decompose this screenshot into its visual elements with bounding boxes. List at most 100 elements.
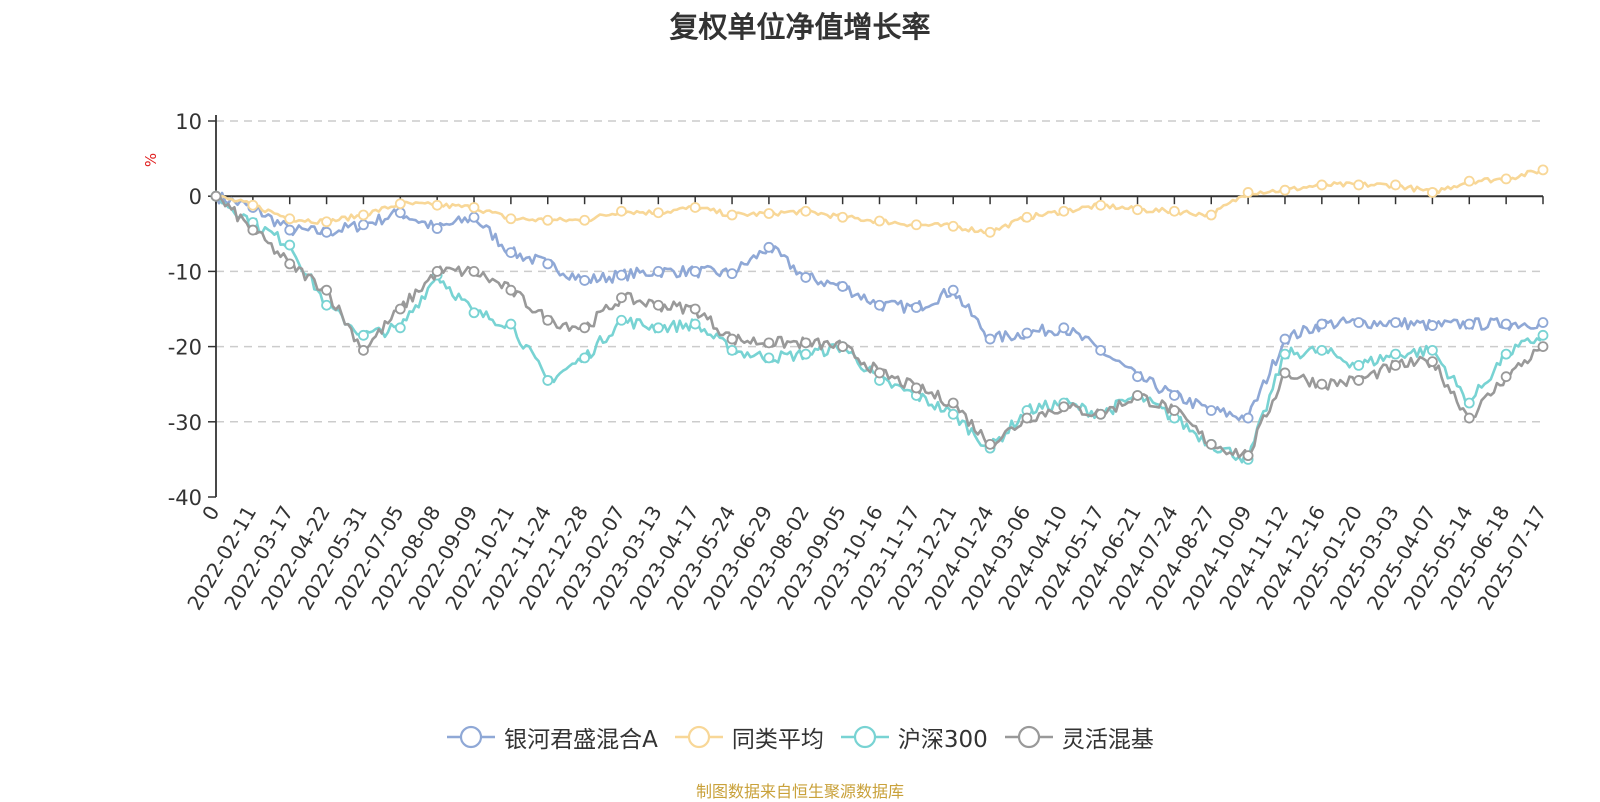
series-point-1: [616, 205, 627, 217]
legend-item[interactable]: 银河君盛混合A: [446, 720, 658, 754]
series-point-0: [1132, 371, 1143, 383]
y-tick-label: -10: [168, 260, 202, 284]
series-point-2: [358, 329, 369, 341]
series-point-3: [1205, 438, 1217, 450]
legend-line-circle-icon: [840, 725, 889, 749]
series-point-2: [394, 322, 406, 334]
series-point-3: [1537, 341, 1549, 353]
series-point-3: [1316, 378, 1328, 390]
series-line-3: [215, 194, 1544, 459]
y-tick-label: -30: [168, 411, 202, 435]
series-point-1: [837, 211, 849, 223]
series-point-0: [1021, 327, 1033, 339]
series-point-0: [358, 219, 369, 231]
legend-line-circle-icon: [674, 725, 723, 749]
series-point-0: [1242, 412, 1254, 424]
series-point-0: [1279, 333, 1291, 345]
series-point-2: [284, 239, 296, 251]
series-point-0: [1500, 318, 1512, 330]
series-point-1: [726, 209, 738, 221]
x-axis: 02022-02-112022-03-172022-04-222022-05-3…: [182, 195, 1551, 614]
series-point-2: [689, 318, 701, 330]
series-point-0: [1058, 322, 1070, 334]
series-point-1: [247, 199, 259, 211]
source-note: 制图数据来自恒生聚源数据库: [695, 782, 904, 801]
legend-label: 银河君盛混合A: [504, 727, 658, 753]
series-point-2: [763, 352, 775, 364]
series-point-3: [689, 303, 701, 315]
legend-item[interactable]: 灵活混基: [1004, 720, 1154, 754]
series-point-0: [1463, 318, 1475, 330]
series-point-0: [1095, 344, 1107, 356]
chart-title: 复权单位净值增长率: [669, 10, 931, 44]
series-point-1: [800, 205, 812, 217]
series-point-2: [1500, 348, 1512, 360]
series-point-2: [542, 375, 554, 386]
legend-item[interactable]: 同类平均: [674, 720, 824, 754]
series-point-1: [652, 207, 664, 219]
series-point-3: [1021, 412, 1033, 424]
y-axis-label: %: [142, 153, 160, 167]
series-point-3: [652, 299, 664, 311]
series-point-3: [1390, 359, 1401, 371]
series-point-1: [1058, 205, 1070, 217]
series-point-3: [358, 344, 369, 356]
legend: 银河君盛混合A 同类平均 沪深300 灵活混基: [0, 720, 1600, 754]
series-point-3: [1427, 356, 1438, 368]
legend-label: 沪深300: [897, 727, 988, 753]
series-point-1: [763, 208, 775, 219]
series-point-2: [800, 348, 812, 360]
series-point-1: [1500, 173, 1512, 185]
series-point-0: [1353, 317, 1365, 328]
series-point-1: [1427, 187, 1438, 198]
legend-item[interactable]: 沪深300: [840, 720, 988, 754]
series-point-1: [874, 215, 885, 227]
series-point-1: [910, 219, 922, 231]
series-point-2: [1316, 344, 1328, 356]
legend-label: 同类平均: [731, 727, 824, 753]
plot-area: [210, 164, 1549, 465]
series-point-0: [910, 302, 922, 313]
series-point-1: [1168, 205, 1180, 217]
series-point-1: [1021, 211, 1033, 223]
series-point-3: [1279, 367, 1291, 379]
series-point-0: [284, 224, 296, 236]
series-point-1: [1390, 179, 1401, 191]
series-point-0: [321, 226, 332, 238]
series-point-2: [616, 314, 627, 326]
series-point-2: [1279, 348, 1291, 360]
series-point-0: [800, 272, 812, 283]
series-point-0: [689, 265, 701, 277]
series-point-2: [505, 318, 517, 330]
series-point-2: [1463, 397, 1475, 409]
series-point-1: [1279, 184, 1291, 196]
series-point-1: [468, 202, 480, 213]
series-point-1: [1095, 199, 1107, 211]
series-point-2: [726, 344, 738, 356]
series-point-1: [579, 214, 591, 226]
legend-line-circle-icon: [1004, 725, 1053, 749]
y-tick-label: -20: [168, 336, 202, 360]
series-point-1: [505, 213, 517, 225]
series-point-3: [947, 397, 959, 409]
series-point-2: [1390, 348, 1401, 360]
series-point-3: [1463, 412, 1475, 424]
y-axis: 10 0 -10 -20 -30 -40: [168, 110, 217, 510]
series-point-0: [542, 258, 554, 270]
series-point-1: [1132, 204, 1143, 216]
series-point-2: [947, 408, 959, 420]
series-point-3: [210, 190, 222, 202]
series-point-3: [247, 224, 259, 236]
series-point-1: [431, 199, 443, 211]
series-point-1: [358, 209, 369, 221]
series-point-2: [652, 322, 664, 334]
series-point-3: [1353, 375, 1365, 386]
series-point-3: [468, 265, 480, 277]
series-point-3: [1132, 390, 1143, 401]
series-point-1: [947, 220, 959, 232]
series-point-0: [431, 223, 443, 234]
series-point-3: [579, 322, 591, 334]
series-point-3: [910, 382, 922, 394]
series-point-3: [874, 367, 885, 379]
